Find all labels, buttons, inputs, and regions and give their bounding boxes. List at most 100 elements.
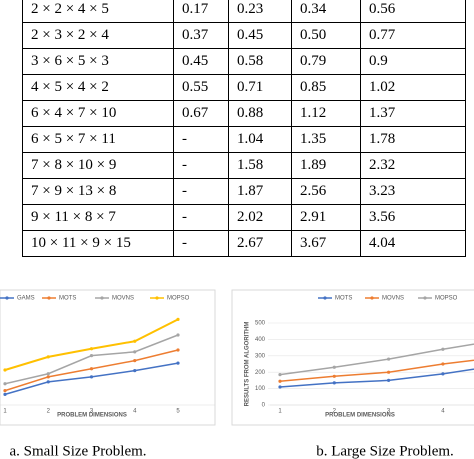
table-row: 6 × 4 × 7 × 10 0.67 0.88 1.12 1.37 [22,100,466,127]
data-point [89,375,94,379]
table-cell: 1.58 [228,152,292,179]
legend-marker [5,296,9,300]
data-point [133,350,137,354]
x-tick-label: 1 [3,409,7,415]
x-axis-label: PROBLEM DIMENSIONS [57,413,127,419]
data-point [387,357,391,361]
table-cell: 3.23 [360,178,466,205]
table-cell: 0.67 [173,100,229,127]
chart: 010020030040050012345PROBLEM DIMENSIONSR… [245,296,474,419]
x-tick-label: 4 [441,409,445,415]
table-cell: 0.37 [173,22,229,49]
legend-label: MOTS [335,296,352,302]
data-point [3,389,7,393]
y-tick-label: 300 [255,353,266,359]
data-point [387,378,391,382]
table-cell: 0.9 [360,48,466,75]
data-point [387,370,391,374]
legend-label: MOTS [59,296,76,302]
x-tick-label: 4 [133,409,137,415]
data-point [3,382,7,386]
table-cell: 0.23 [228,0,292,23]
table-cell: 4.04 [360,230,466,257]
legend-label: GAMS [17,296,35,302]
data-point [89,367,94,371]
table-cell: 2 × 3 × 2 × 4 [22,22,174,49]
table-cell: 1.12 [291,100,361,127]
table-cell: 1.87 [228,178,292,205]
data-point [176,317,180,321]
chart: 1 2 3 4 5 PROBLEM DIMENSIONS GAMS MOTS MOVNS MOPS… [0,296,215,419]
data-point [89,347,94,351]
figure-caption: b. Large Size Problem. [316,443,454,459]
table-cell: 0.88 [228,100,292,127]
data-point [278,373,282,377]
table-cell: 0.45 [173,48,229,75]
table-cell: 2.91 [291,204,361,231]
table-cell: - [173,230,229,257]
legend-label: MOVNS [112,296,134,302]
data-point [441,372,445,376]
data-point [133,339,137,343]
legend-label: MOPSO [435,296,458,302]
data-point [176,348,180,352]
data-point [441,362,445,366]
data-point [441,347,445,351]
x-tick-label: 3 [387,409,391,415]
data-point [332,374,336,378]
table-row: 10 × 11 × 9 × 15-2.67 3.67 4.04 [22,230,466,257]
table-row: 4 × 5 × 4 × 2 0.55 0.71 0.85 1.02 [22,74,466,101]
frame-b [231,289,474,426]
frame-a [0,289,216,426]
table-cell: 0.55 [173,74,229,101]
data-point [46,355,50,359]
legend-marker [323,296,327,300]
y-tick-label: 100 [255,386,266,392]
table-cell: 1.35 [291,126,361,153]
series-line [279,368,474,388]
x-tick-label: 5 [176,409,180,415]
table-cell: 3 × 6 × 5 × 3 [22,48,174,75]
legend-marker [100,296,104,300]
table-cell: 10 × 11 × 9 × 15 [22,230,174,257]
y-tick-label: 0 [262,403,266,409]
data-point [89,354,94,358]
data-point [46,380,50,384]
data-point [133,369,137,373]
data-point [176,361,180,365]
table-cell: 7 × 9 × 13 × 8 [22,178,174,205]
legend-marker [370,296,374,300]
table-cell: 2 × 2 × 4 × 5 [22,0,174,23]
x-tick-label: 2 [333,409,337,415]
data-point [332,381,336,385]
y-axis-label: RESULTS FROM ALGORITHM [245,322,251,407]
table-row: 7 × 9 × 13 × 8-1.87 2.56 3.23 [22,178,466,205]
legend-marker [155,296,159,300]
data-point [332,365,336,369]
x-axis-label: PROBLEM DIMENSIONS [325,413,395,419]
legend-label: MOPSO [167,296,190,302]
table-row: 3 × 6 × 5 × 3 0.45 0.58 0.79 0.9 [22,48,466,75]
table-cell: - [173,152,229,179]
data-point [278,385,282,389]
table-cell: 0.56 [360,0,466,23]
y-tick-label: 400 [255,337,266,343]
x-tick-label: 1 [278,409,282,415]
table-cell: 0.77 [360,22,466,49]
legend-label: MOVNS [382,296,404,302]
data-point [46,375,50,379]
table-cell: 2.56 [291,178,361,205]
data-point [3,392,7,396]
table-cell: 0.45 [228,22,292,49]
table-cell: 1.37 [360,100,466,127]
table-cell: 0.50 [291,22,361,49]
table-cell: 0.71 [228,74,292,101]
table-row: 2 × 3 × 2 × 4 0.37 0.45 0.50 0.77 [22,22,466,49]
series-line [279,343,474,376]
data-point [3,368,7,372]
figure-caption: a. Small Size Problem. [9,443,146,459]
legend-marker [47,296,51,300]
table-row: 7 × 8 × 10 × 9-1.58 1.89 2.32 [22,152,466,179]
